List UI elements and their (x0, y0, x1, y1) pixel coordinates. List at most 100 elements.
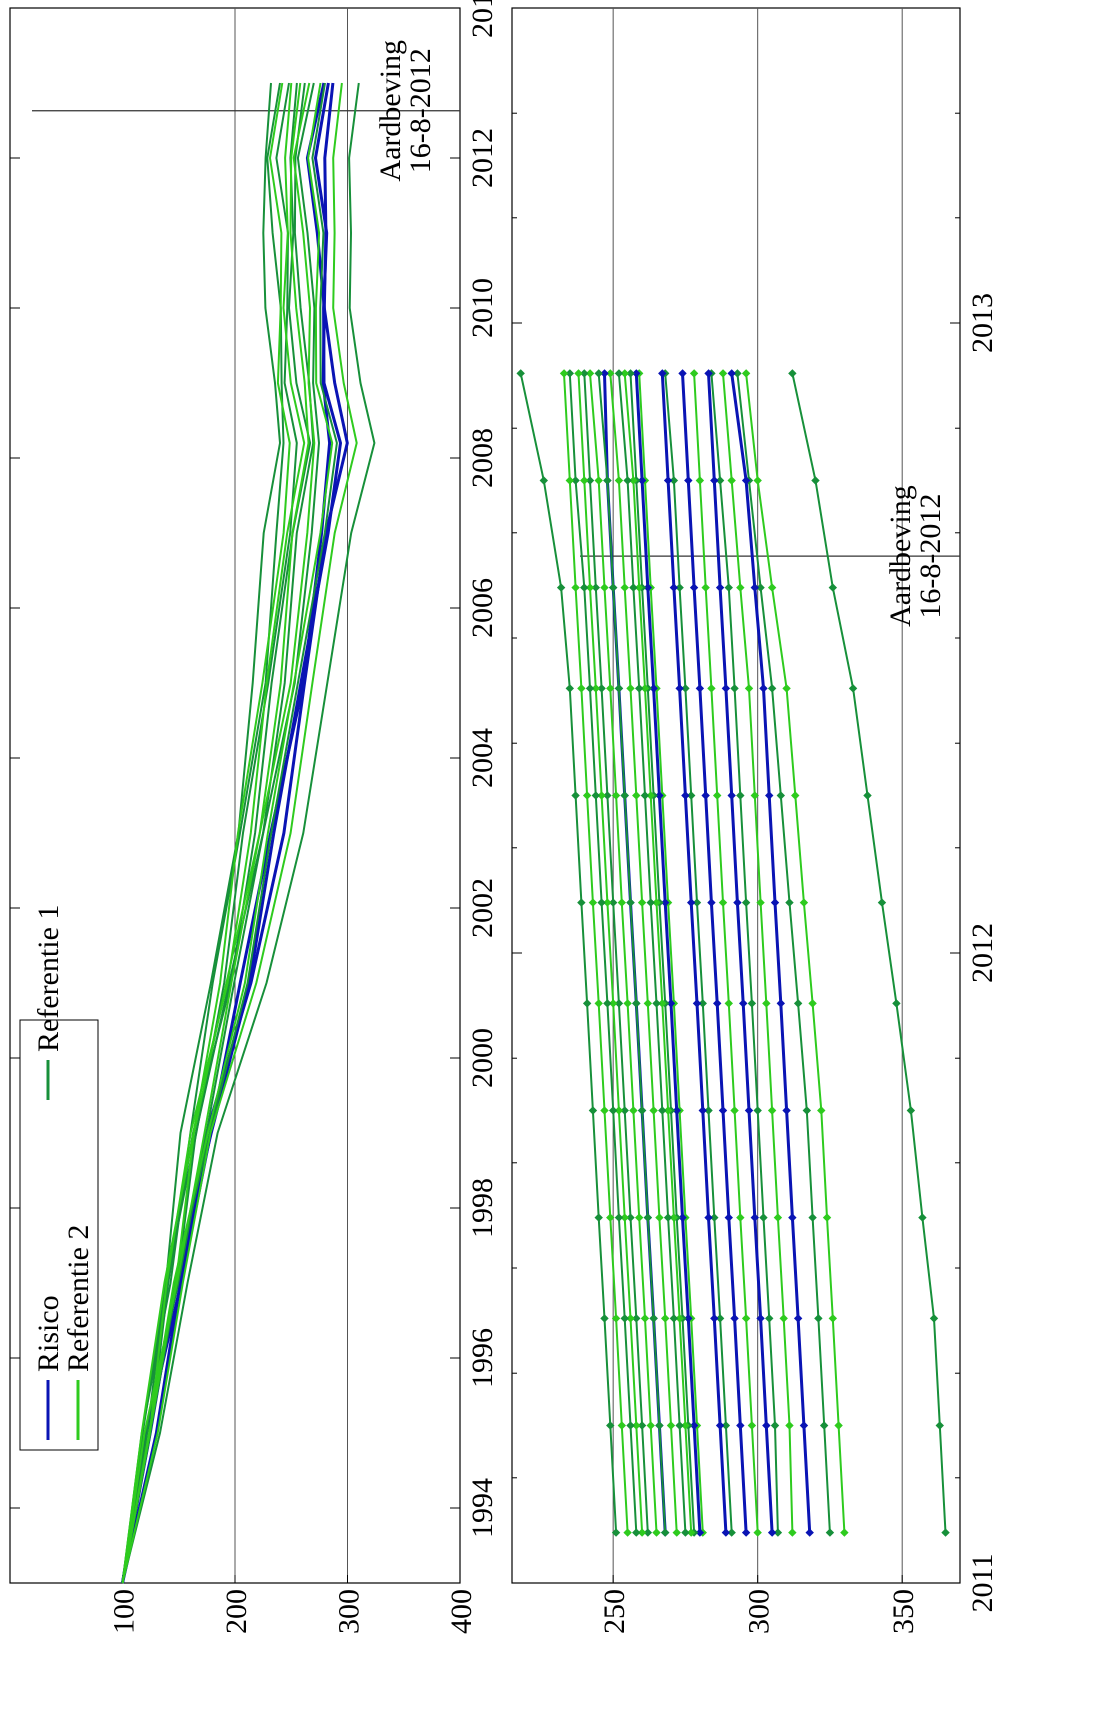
series-point-10-6 (686, 898, 696, 907)
series-point-6-10 (710, 476, 719, 485)
series-point-9-9 (675, 583, 684, 592)
series-point-19-3 (634, 1213, 644, 1222)
series-point-12-9 (643, 583, 653, 592)
series-point-4-5 (762, 999, 771, 1008)
series-point-1-10 (753, 476, 762, 485)
series-point-14-10 (629, 476, 638, 485)
series-line-15 (617, 373, 687, 1533)
series-point-20-11 (580, 369, 589, 378)
series-point-14-11 (620, 369, 629, 378)
series-point-8-10 (684, 476, 693, 485)
series-point-8-7 (701, 791, 710, 800)
series-point-5-3 (759, 1213, 768, 1222)
series-point-0-8 (848, 684, 858, 693)
series-point-5-9 (724, 583, 733, 592)
series-point-4-8 (744, 684, 754, 693)
series-point-24-9 (556, 583, 566, 592)
series-point-16-10 (614, 476, 624, 485)
series-point-23-11 (559, 369, 569, 378)
series-point-24-10 (539, 476, 549, 485)
series-point-5-10 (715, 476, 725, 485)
series-point-19-7 (611, 791, 621, 800)
series-point-8-1 (736, 1421, 745, 1430)
series-referentie-2-3 (121, 82, 310, 1584)
series-point-6-4 (744, 1106, 754, 1115)
series-point-20-6 (608, 898, 618, 907)
series-point-21-11 (574, 369, 583, 378)
series-referentie-1-4 (121, 82, 312, 1584)
bottom-xtick-label-2013: 2013 (966, 293, 999, 353)
top-xtick-label-1996: 1996 (466, 1328, 499, 1388)
series-point-21-0 (637, 1528, 647, 1537)
series-point-10-0 (721, 1528, 731, 1537)
series-point-1-4 (817, 1106, 826, 1115)
series-point-14-7 (646, 791, 655, 800)
series-point-12-4 (672, 1106, 681, 1115)
series-referentie-2-2 (121, 82, 316, 1584)
series-point-18-8 (614, 684, 624, 693)
series-line-11 (638, 373, 704, 1533)
series-point-16-2 (660, 1314, 670, 1323)
legend-entry-2: Referentie 1 (32, 905, 65, 1052)
bottom-xtick-label-2012: 2012 (966, 923, 999, 983)
top-ytick-label-200: 200 (220, 1589, 253, 1634)
series-point-7-3 (736, 1213, 745, 1222)
series-point-2-8 (767, 684, 777, 693)
series-point-9-8 (681, 684, 690, 693)
series-point-5-7 (736, 791, 745, 800)
series-point-2-6 (785, 898, 794, 907)
series-point-20-9 (591, 583, 601, 592)
series-point-1-2 (828, 1314, 838, 1323)
series-point-14-5 (658, 999, 667, 1008)
series-point-6-11 (704, 369, 713, 378)
series-point-15-5 (652, 999, 661, 1008)
series-point-23-0 (623, 1528, 632, 1537)
series-point-2-0 (825, 1528, 835, 1537)
series-point-1-6 (799, 898, 809, 907)
series-point-22-0 (632, 1528, 641, 1537)
series-point-4-4 (767, 1106, 777, 1115)
series-point-12-5 (666, 999, 676, 1008)
series-point-16-9 (620, 583, 629, 592)
series-point-22-11 (565, 369, 575, 378)
series-point-19-6 (617, 898, 627, 907)
series-referentie-1-2 (121, 82, 320, 1584)
top-ytick-label-100: 100 (108, 1589, 141, 1634)
top-xtick-label-2010: 2010 (466, 278, 499, 338)
series-line-1 (745, 373, 846, 1533)
series-point-0-1 (935, 1421, 944, 1430)
top-xtick-label-2008: 2008 (466, 428, 499, 488)
series-point-22-4 (608, 1106, 618, 1115)
series-point-12-8 (649, 684, 658, 693)
series-point-23-7 (582, 791, 592, 800)
series-point-9-1 (721, 1421, 731, 1430)
series-line-19 (589, 373, 658, 1533)
series-point-21-9 (585, 583, 595, 592)
series-point-18-0 (660, 1528, 670, 1537)
series-point-16-6 (637, 898, 647, 907)
series-line-5 (710, 373, 779, 1533)
series-point-0-3 (918, 1213, 927, 1222)
series-point-12-1 (689, 1421, 699, 1430)
series-point-24-1 (606, 1421, 615, 1430)
series-point-6-6 (733, 898, 742, 907)
series-point-2-5 (793, 999, 803, 1008)
series-point-2-9 (756, 583, 765, 592)
series-line-21 (577, 373, 644, 1533)
series-point-19-9 (600, 583, 609, 592)
series-point-20-1 (637, 1421, 647, 1430)
series-point-23-10 (565, 476, 575, 485)
series-point-16-1 (666, 1421, 676, 1430)
series-point-23-6 (588, 898, 598, 907)
series-point-7-6 (718, 898, 728, 907)
series-point-7-10 (695, 476, 705, 485)
series-point-19-2 (640, 1314, 650, 1323)
series-line-7 (693, 373, 759, 1533)
bottom-annotation-line1: Aardbeving (884, 485, 917, 627)
series-point-7-2 (741, 1314, 751, 1323)
series-point-6-5 (739, 999, 748, 1008)
series-point-12-3 (678, 1213, 687, 1222)
series-point-6-1 (762, 1421, 771, 1430)
series-point-24-4 (588, 1106, 598, 1115)
series-point-15-4 (658, 1106, 667, 1115)
